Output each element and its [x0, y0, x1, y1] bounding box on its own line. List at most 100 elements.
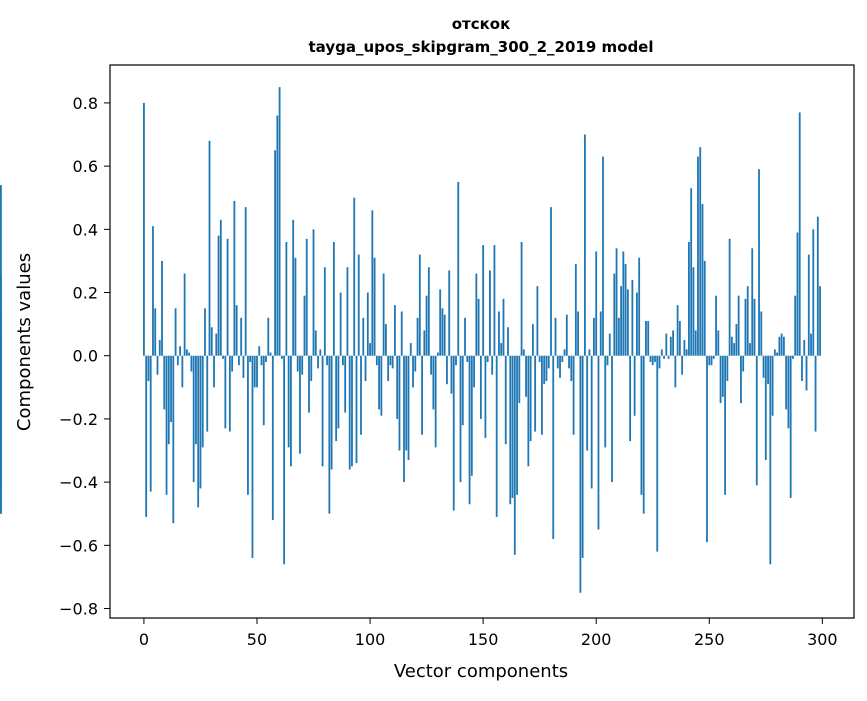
x-tick-label: 50: [247, 630, 267, 649]
bar-192: [577, 311, 580, 356]
bar-170: [527, 355, 530, 467]
bar-266: [744, 298, 747, 356]
bar-86: [337, 355, 340, 429]
bar-279: [773, 349, 776, 356]
bar-253: [715, 295, 717, 356]
bar-50: [256, 355, 258, 388]
bar-16: [179, 346, 182, 356]
bar-67: [294, 257, 297, 356]
bar-105: [380, 355, 383, 416]
bar-117: [407, 355, 410, 460]
bar-291: [801, 355, 803, 381]
bar-45: [244, 207, 247, 356]
bar-283: [782, 336, 785, 356]
y-tick-label: 0.4: [73, 220, 98, 239]
bar-71: [303, 295, 306, 356]
y-tick-label: 0.0: [73, 347, 98, 366]
y-axis-label: Components values: [14, 253, 35, 431]
bar-52: [260, 355, 263, 366]
bar-160: [504, 355, 507, 445]
bar-207: [611, 355, 613, 483]
bar-38: [228, 355, 231, 432]
bar-131: [439, 289, 442, 356]
bar-60: [278, 87, 281, 356]
bar-108: [387, 355, 390, 381]
bar-245: [697, 156, 699, 356]
bar-39: [231, 355, 234, 372]
bar-181: [552, 355, 555, 539]
bar-103: [375, 355, 378, 366]
bar-276: [767, 355, 769, 385]
bar-184: [559, 355, 561, 378]
bar-24: [197, 355, 200, 508]
bar-132: [441, 308, 444, 356]
bar-293: [805, 355, 808, 391]
bar-210: [617, 317, 620, 356]
bar-185: [561, 355, 564, 363]
bar-182: [554, 317, 557, 356]
bar-281: [778, 336, 781, 356]
bar-51: [258, 346, 261, 356]
bar-255: [719, 355, 722, 404]
bar-29: [208, 140, 211, 356]
bar-119: [412, 355, 414, 388]
bar-125: [425, 295, 428, 356]
bar-56: [269, 352, 272, 356]
bar-118: [409, 343, 412, 356]
bar-194: [581, 355, 584, 558]
bar-143: [466, 355, 469, 363]
bar-235: [674, 355, 677, 388]
bar-240: [685, 349, 688, 356]
bar-150: [482, 245, 485, 356]
bar-273: [760, 311, 763, 356]
bar-48: [251, 355, 254, 558]
bar-231: [665, 333, 668, 356]
y-tick-label: 0.8: [73, 94, 98, 113]
bar-174: [536, 286, 539, 356]
bar-254: [717, 330, 720, 356]
bar-53: [262, 355, 265, 426]
bar-191: [574, 264, 577, 356]
bar-252: [712, 355, 715, 359]
bar-107: [384, 324, 387, 356]
bar-146: [473, 355, 475, 388]
bar-287: [792, 355, 794, 359]
bar-197: [588, 349, 591, 356]
bar-136: [450, 355, 453, 394]
bar-236: [676, 305, 679, 356]
y-tick-label: −0.2: [59, 410, 98, 429]
bar-14: [174, 308, 177, 356]
x-tick-label: 0: [139, 630, 149, 649]
bar-225: [651, 355, 654, 366]
bar-168: [522, 349, 525, 356]
chart-title: отскок: [452, 15, 511, 33]
bar-22: [192, 355, 195, 483]
bar-157: [498, 311, 500, 356]
bar-275: [764, 355, 767, 460]
bar-128: [432, 355, 435, 410]
bar-101: [371, 210, 374, 356]
bar-271: [755, 355, 758, 486]
bar-23: [195, 355, 197, 445]
bar-265: [742, 355, 745, 372]
x-tick-label: 150: [468, 630, 499, 649]
bar-140: [459, 355, 462, 483]
bar-198: [590, 355, 593, 489]
bar-104: [378, 355, 381, 410]
bar-74: [310, 355, 313, 381]
bar-75: [312, 229, 315, 356]
bar-205: [606, 355, 609, 366]
bar-246: [699, 147, 702, 356]
bar-282: [780, 333, 783, 356]
bar-166: [518, 355, 521, 404]
bar-258: [726, 355, 729, 381]
bar-4: [152, 226, 154, 356]
bar-248: [703, 260, 706, 356]
y-tick-label: −0.8: [59, 600, 98, 619]
y-tick-label: 0.6: [73, 157, 98, 176]
bar-11: [167, 355, 170, 445]
bar-218: [636, 292, 638, 356]
bar-141: [461, 355, 464, 426]
bar-153: [489, 270, 491, 356]
